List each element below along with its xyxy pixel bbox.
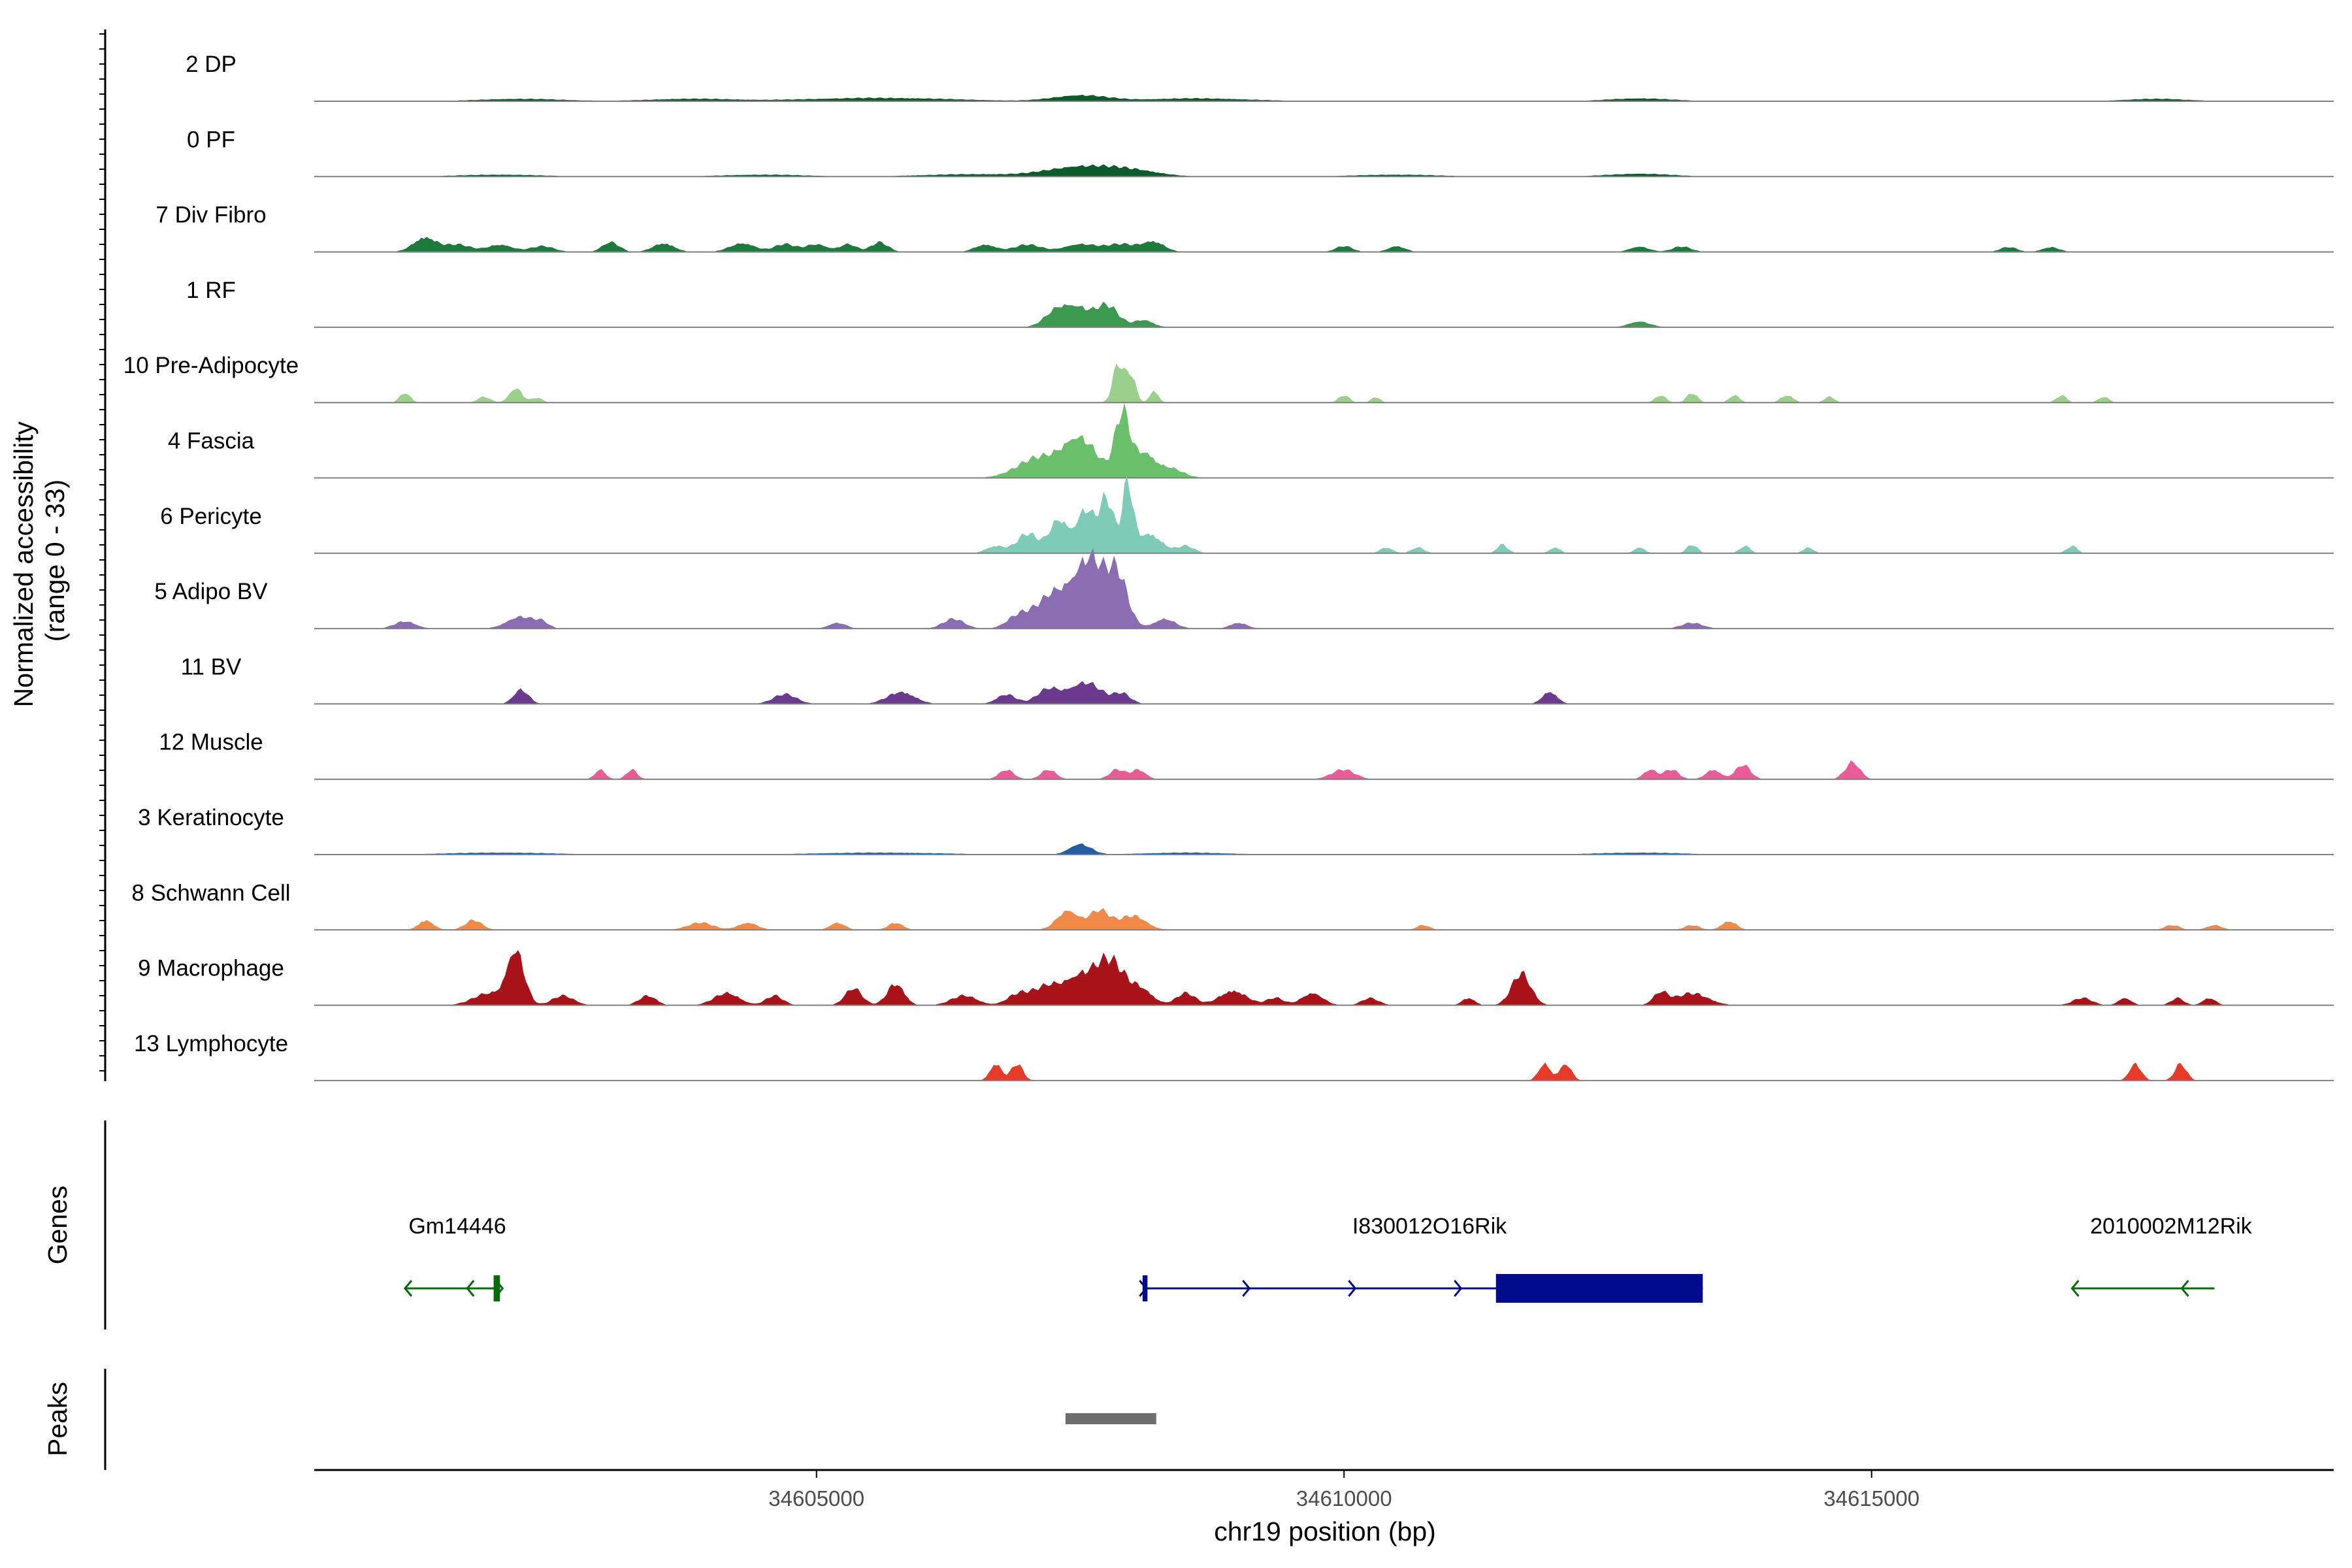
peaks-panel bbox=[104, 1369, 1156, 1470]
coverage-area bbox=[314, 402, 2334, 478]
peaks-panel-title: Peaks bbox=[42, 1382, 73, 1456]
track-7: 5 Adipo BV bbox=[154, 548, 2334, 630]
strand-arrow bbox=[1242, 1280, 1251, 1297]
coverage-area bbox=[314, 1062, 2334, 1081]
track-label: 8 Schwann Cell bbox=[131, 880, 290, 906]
track-label: 10 Pre-Adipocyte bbox=[123, 353, 299, 378]
track-label: 4 Fascia bbox=[168, 429, 255, 454]
y-axis-title: Normalized accessibility (range 0 - 33) bbox=[8, 414, 70, 708]
coverage-area bbox=[314, 950, 2334, 1005]
x-tick-label: 34610000 bbox=[1296, 1486, 1392, 1511]
gene-exon bbox=[493, 1275, 500, 1301]
x-tick-label: 34615000 bbox=[1823, 1486, 1919, 1511]
gene-1: I830012O16Rik bbox=[1139, 1214, 1703, 1303]
track-8: 11 BV bbox=[181, 654, 2334, 705]
coverage-area bbox=[314, 363, 2334, 403]
strand-arrow bbox=[1348, 1280, 1357, 1297]
genes-panel-title: Genes bbox=[42, 1186, 73, 1265]
x-axis-title: chr19 position (bp) bbox=[1214, 1516, 1436, 1546]
coverage-area bbox=[314, 907, 2334, 930]
track-12: 9 Macrophage bbox=[138, 950, 2334, 1006]
track-label: 11 BV bbox=[181, 654, 242, 679]
strand-arrow bbox=[1139, 1280, 1148, 1297]
track-label: 13 Lymphocyte bbox=[134, 1031, 288, 1056]
track-label: 1 RF bbox=[186, 278, 236, 303]
track-0: 2 DP bbox=[186, 52, 2334, 102]
coverage-area bbox=[314, 843, 2334, 855]
gene-exon bbox=[1495, 1274, 1703, 1303]
coverage-area bbox=[314, 164, 2334, 177]
strand-arrow bbox=[403, 1280, 413, 1297]
genes-panel: Gm14446 I830012O16Rik 2010002M12Rik bbox=[104, 1120, 2253, 1330]
track-4: 10 Pre-Adipocyte bbox=[123, 353, 2334, 404]
coverage-area bbox=[314, 95, 2334, 101]
coverage-area bbox=[314, 301, 2334, 327]
y-axis bbox=[99, 29, 106, 1081]
gene-label: I830012O16Rik bbox=[1352, 1214, 1507, 1239]
track-label: 0 PF bbox=[187, 127, 235, 152]
track-6: 6 Pericyte bbox=[160, 475, 2334, 554]
track-label: 12 Muscle bbox=[159, 730, 263, 755]
gene-0: Gm14446 bbox=[403, 1214, 506, 1301]
gene-2: 2010002M12Rik bbox=[2070, 1214, 2253, 1297]
strand-arrow bbox=[466, 1280, 475, 1297]
gene-label: 2010002M12Rik bbox=[2090, 1214, 2253, 1239]
track-label: 3 Keratinocyte bbox=[138, 805, 284, 830]
track-5: 4 Fascia bbox=[168, 402, 2334, 479]
track-9: 12 Muscle bbox=[159, 730, 2334, 780]
track-label: 2 DP bbox=[186, 52, 237, 77]
coverage-area bbox=[314, 681, 2334, 704]
track-1: 0 PF bbox=[187, 127, 2334, 178]
x-tick-label: 34605000 bbox=[768, 1486, 864, 1511]
track-label: 9 Macrophage bbox=[138, 956, 284, 981]
coverage-area bbox=[314, 760, 2334, 779]
strand-arrow bbox=[1454, 1280, 1463, 1297]
strand-arrow bbox=[2070, 1280, 2080, 1297]
track-label: 7 Div Fibro bbox=[155, 203, 266, 228]
track-10: 3 Keratinocyte bbox=[138, 805, 2334, 855]
x-axis: 34605000 34610000 34615000 bbox=[314, 1469, 2334, 1511]
peak-region bbox=[1065, 1413, 1156, 1424]
gene-label: Gm14446 bbox=[408, 1214, 506, 1239]
coverage-area bbox=[314, 475, 2334, 553]
strand-arrow bbox=[2180, 1280, 2189, 1297]
track-11: 8 Schwann Cell bbox=[131, 880, 2334, 931]
track-2: 7 Div Fibro bbox=[155, 203, 2334, 253]
coverage-tracks: 2 DP 0 PF 7 Div Fibro 1 RF 10 Pre-Adipocyte 4… bbox=[99, 29, 2334, 1081]
track-label: 5 Adipo BV bbox=[154, 579, 268, 604]
coverage-area bbox=[314, 237, 2334, 252]
track-label: 6 Pericyte bbox=[160, 504, 262, 529]
strand-arrow bbox=[495, 1280, 504, 1297]
coverage-area bbox=[314, 548, 2334, 629]
track-3: 1 RF bbox=[186, 278, 2334, 328]
track-13: 13 Lymphocyte bbox=[134, 1031, 2334, 1081]
